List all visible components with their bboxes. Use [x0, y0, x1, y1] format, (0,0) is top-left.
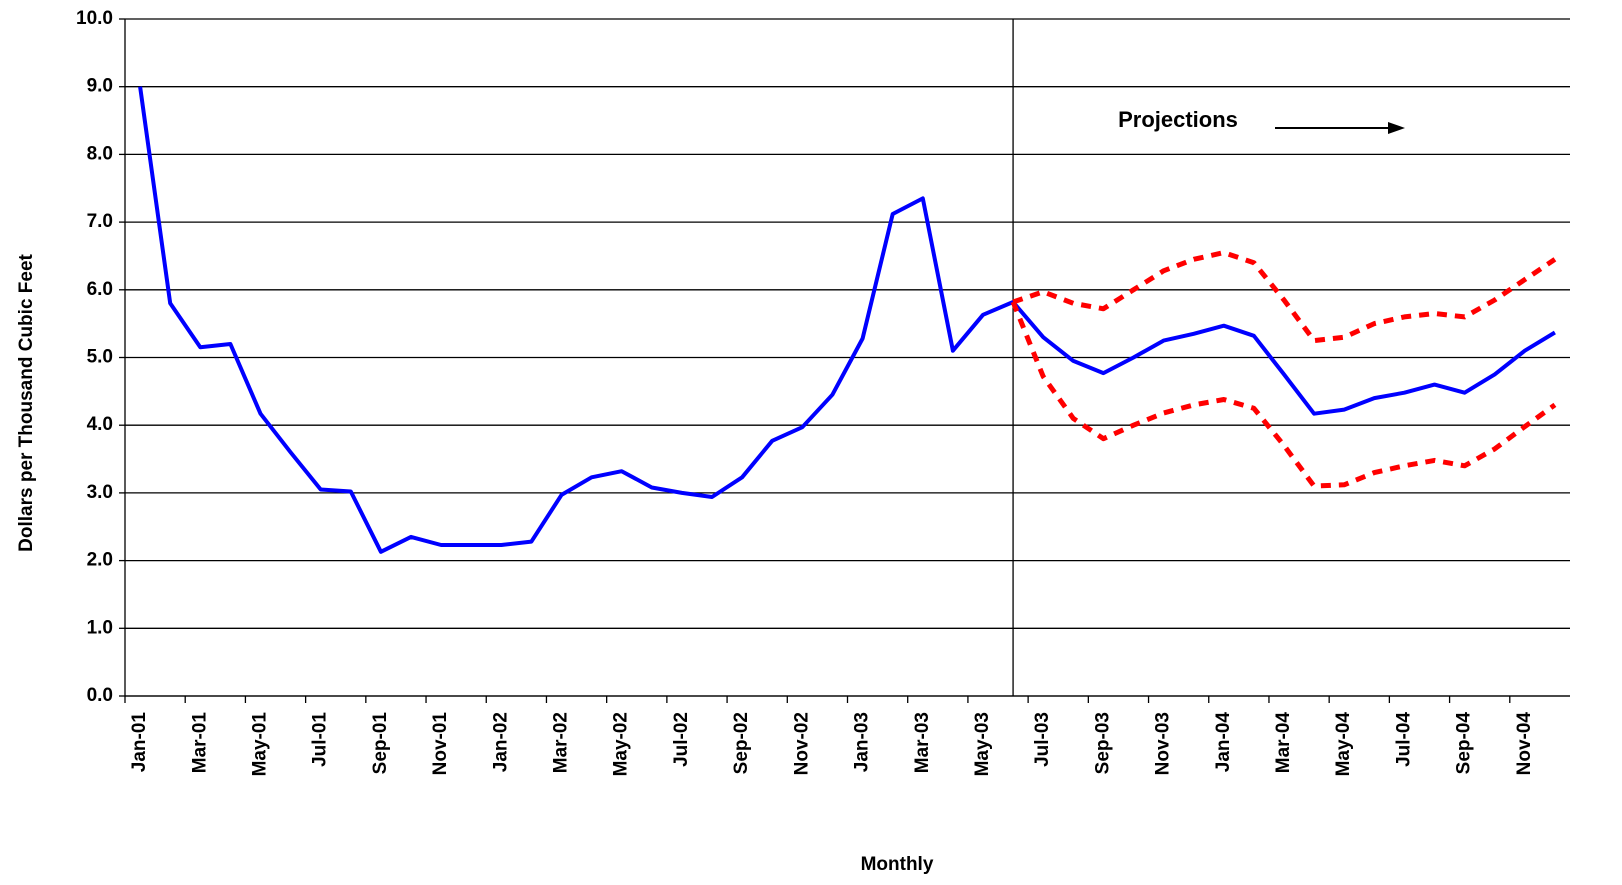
annotation-arrowhead — [1388, 122, 1405, 134]
x-tick-label: Mar-01 — [189, 712, 210, 774]
x-tick-label: Nov-03 — [1153, 712, 1174, 775]
x-tick-label: Nov-04 — [1514, 712, 1535, 776]
x-tick-label: May-02 — [611, 712, 632, 776]
x-tick-label: Jan-03 — [852, 712, 873, 772]
x-tick-label: Mar-02 — [551, 712, 572, 773]
y-tick-label: 10.0 — [76, 8, 113, 29]
y-tick-label: 6.0 — [87, 279, 113, 300]
x-tick-label: Sep-04 — [1454, 712, 1475, 775]
y-tick-label: 9.0 — [87, 76, 113, 97]
y-tick-label: 4.0 — [87, 414, 113, 435]
y-tick-label: 3.0 — [87, 482, 113, 503]
x-tick-label: Nov-02 — [791, 712, 812, 775]
x-tick-label: Mar-04 — [1273, 712, 1294, 774]
x-tick-label: Sep-02 — [731, 712, 752, 774]
x-tick-label: Jan-04 — [1213, 712, 1234, 773]
series-line — [1012, 250, 1557, 344]
x-tick-label: May-03 — [972, 712, 993, 776]
series-line — [138, 86, 1556, 554]
y-tick-label: 1.0 — [87, 617, 113, 638]
x-tick-label: Sep-01 — [370, 712, 391, 775]
x-tick-label: Sep-03 — [1092, 712, 1113, 774]
x-tick-label: Jan-01 — [129, 712, 150, 773]
x-tick-label: Nov-01 — [430, 712, 451, 776]
y-axis-label: Dollars per Thousand Cubic Feet — [16, 253, 37, 551]
x-tick-label: Jul-04 — [1393, 712, 1414, 767]
x-axis-label: Monthly — [861, 854, 934, 875]
series-line — [1010, 301, 1557, 489]
x-tick-label: Mar-03 — [912, 712, 933, 773]
x-tick-label: Jul-02 — [671, 712, 692, 767]
x-tick-label: Jan-02 — [490, 712, 511, 772]
x-tick-label: May-04 — [1333, 712, 1354, 777]
y-tick-label: 0.0 — [87, 685, 113, 706]
annotation: Projections — [1118, 107, 1238, 132]
y-tick-label: 5.0 — [87, 347, 113, 368]
y-tick-label: 8.0 — [87, 143, 113, 164]
x-tick-label: Jul-03 — [1032, 712, 1053, 767]
x-tick-label: May-01 — [249, 712, 270, 777]
y-tick-label: 7.0 — [87, 211, 113, 232]
x-tick-label: Jul-01 — [310, 712, 331, 767]
y-tick-label: 2.0 — [87, 550, 113, 571]
